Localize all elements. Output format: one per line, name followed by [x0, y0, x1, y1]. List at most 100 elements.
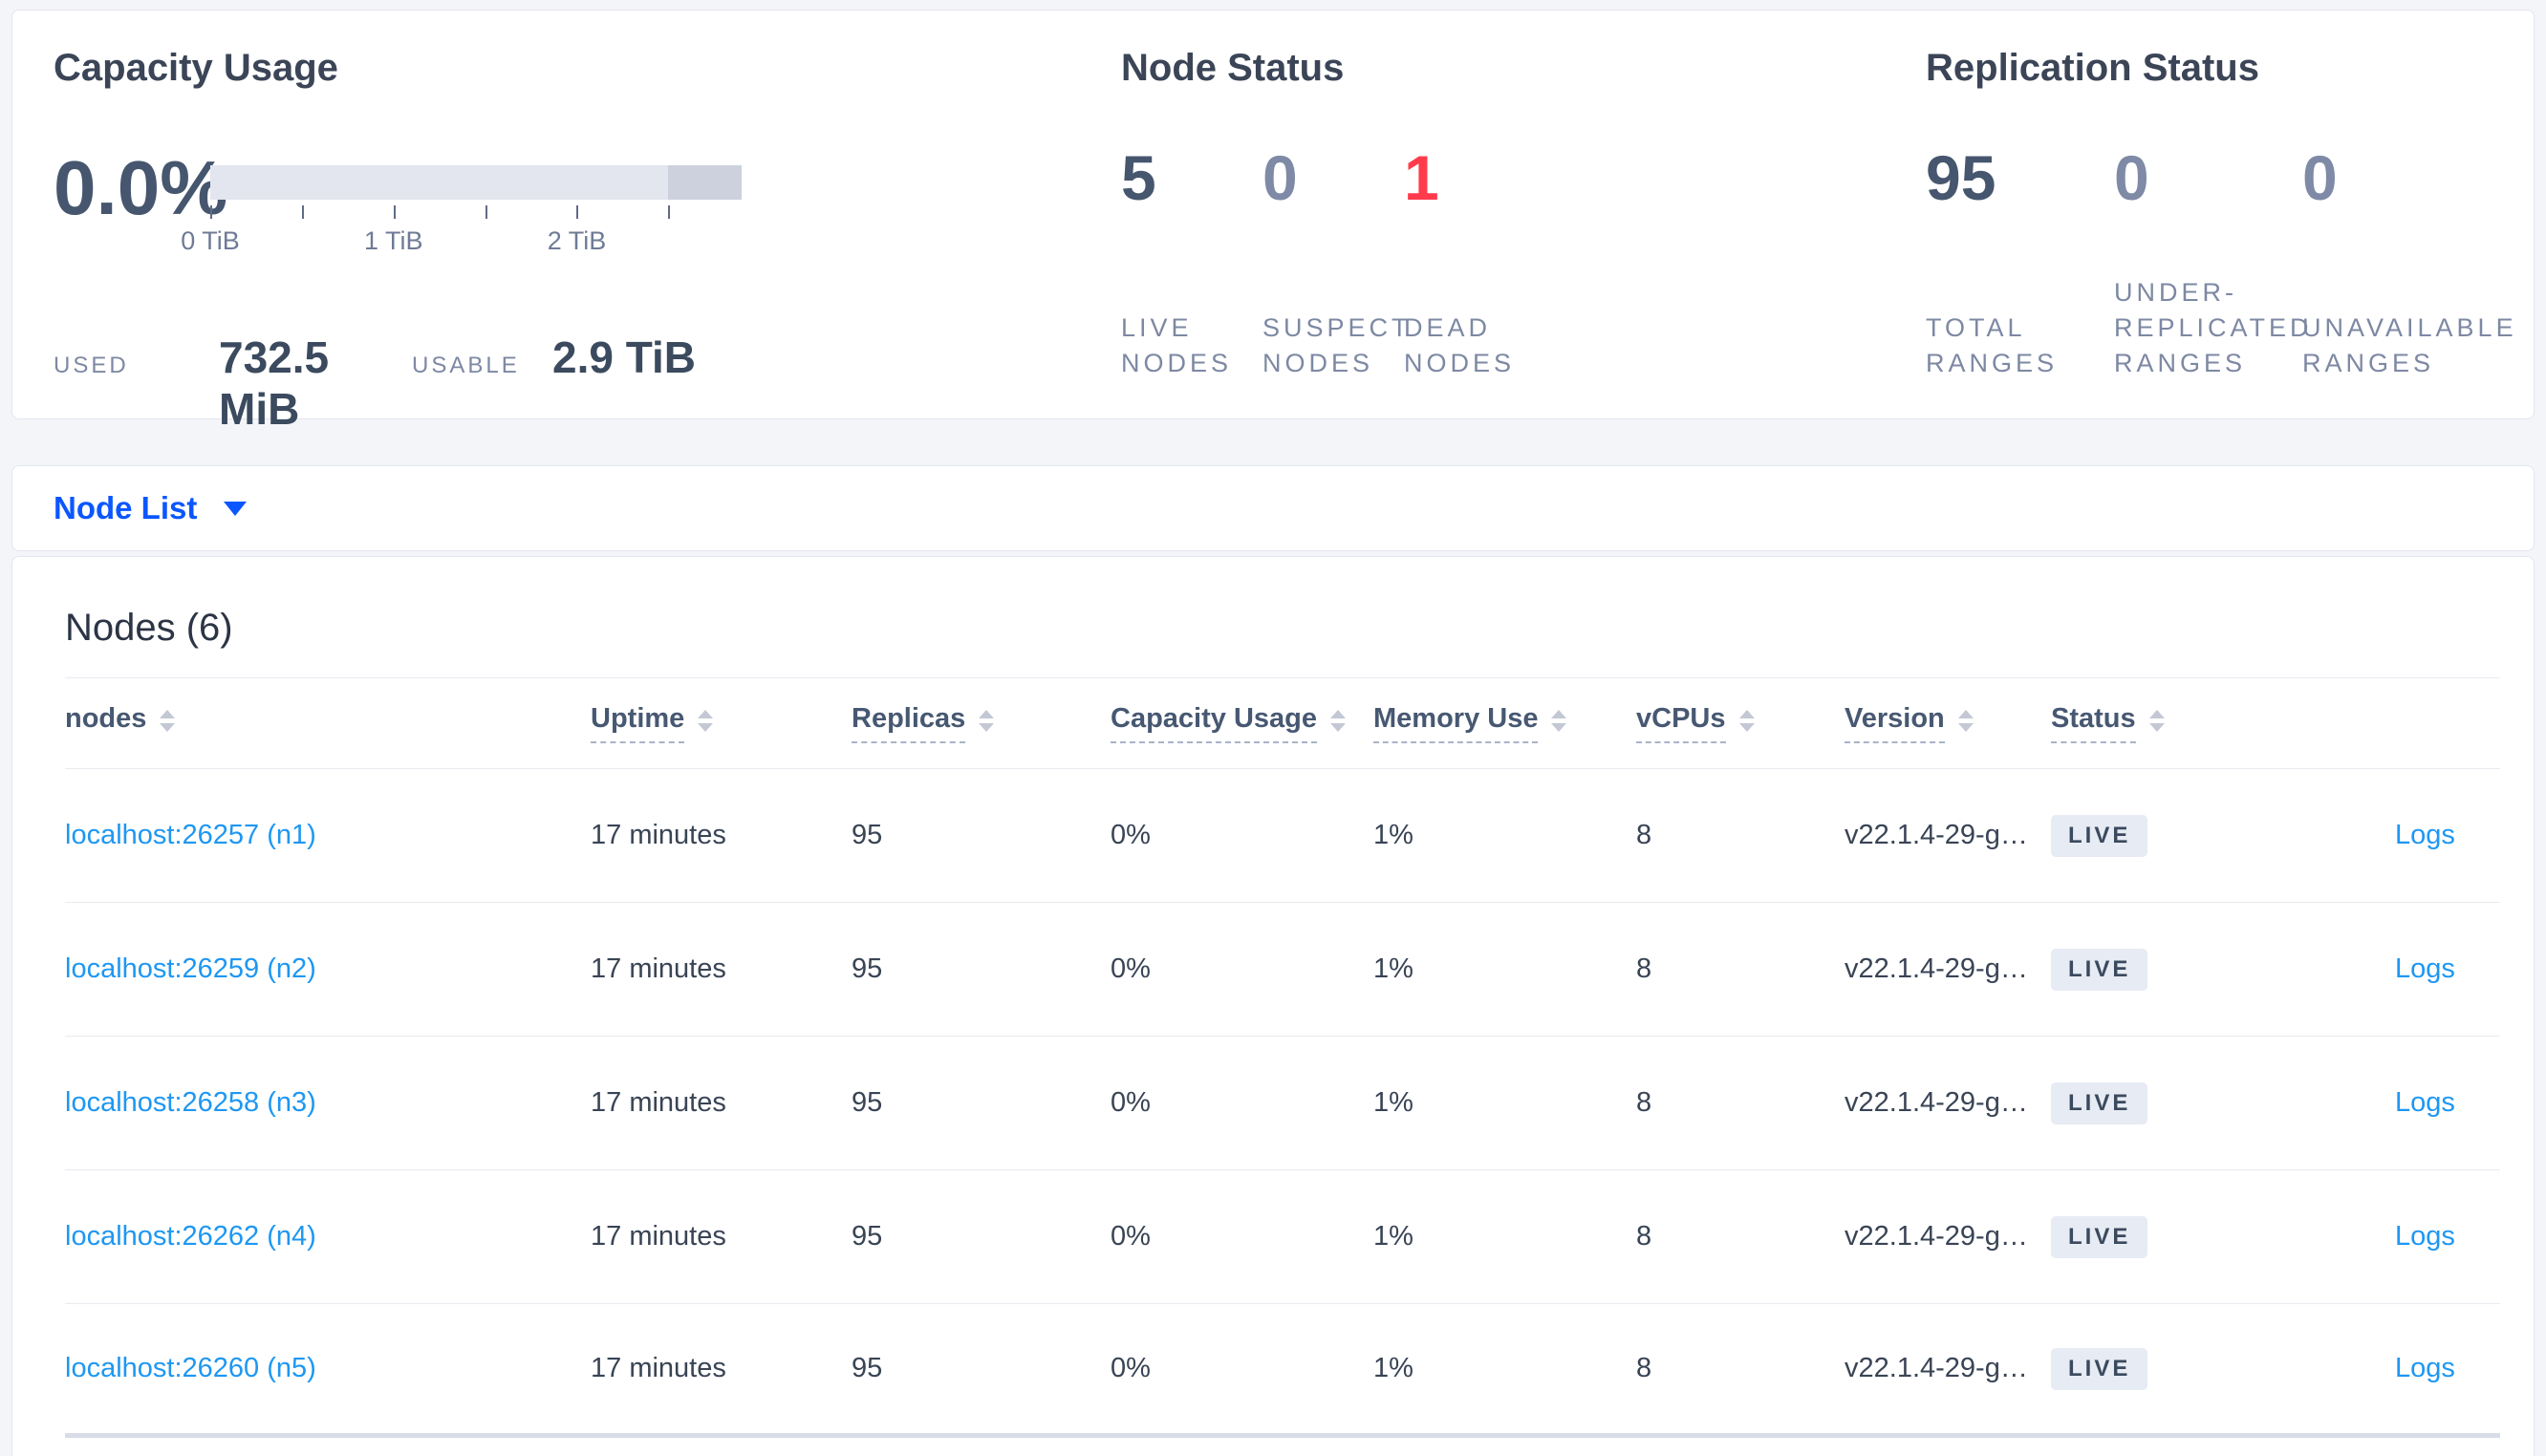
live-nodes-value: 5: [1121, 142, 1156, 213]
tick-label: 0 TiB: [181, 226, 240, 255]
tick-mark: [393, 205, 396, 219]
node-link[interactable]: localhost:26257 (n1): [65, 820, 316, 850]
tick-mark: [485, 205, 487, 219]
under-replicated-ranges-label: UNDER- REPLICATED RANGES: [2114, 278, 2313, 377]
tick-label: 1 TiB: [363, 226, 423, 255]
dead-nodes-value: 1: [1404, 142, 1439, 213]
suspect-nodes-value: 0: [1262, 142, 1298, 213]
sort-icon: [979, 709, 995, 732]
replicas-cell: 95: [852, 1353, 883, 1383]
nodes-card: Nodes (6) nodes Uptime Replicas Capacity…: [11, 556, 2535, 1456]
vcpus-cell: 8: [1636, 1221, 1652, 1252]
chevron-down-icon[interactable]: [224, 501, 248, 516]
node-link[interactable]: localhost:26262 (n4): [65, 1221, 316, 1252]
cluster-summary-card: Capacity Usage 0.0% 0 TiB 1 TiB: [11, 10, 2535, 434]
usable-label: USABLE: [412, 353, 520, 378]
node-link[interactable]: localhost:26260 (n5): [65, 1353, 316, 1383]
capacity-usage-panel: Capacity Usage 0.0% 0 TiB 1 TiB: [54, 45, 799, 435]
replicas-cell: 95: [852, 1087, 883, 1118]
under-replicated-ranges-stat: 0 UNDER- REPLICATED RANGES: [2114, 142, 2313, 381]
column-header-nodes[interactable]: nodes: [65, 703, 591, 743]
replicas-cell: 95: [852, 820, 883, 850]
sort-icon: [1957, 709, 1974, 732]
capacity-bar: 0 TiB 1 TiB 2 TiB: [181, 165, 742, 255]
unavailable-ranges-stat: 0 UNAVAILABLE RANGES: [2302, 142, 2514, 381]
total-ranges-stat: 95 TOTAL RANGES: [1926, 144, 2114, 381]
memory-cell: 1%: [1373, 820, 1413, 850]
capacity-cell: 0%: [1111, 1353, 1151, 1383]
uptime-cell: 17 minutes: [591, 1087, 726, 1118]
tick-mark: [301, 205, 304, 219]
capacity-bar-overflow-segment: [668, 165, 742, 200]
uptime-cell: 17 minutes: [591, 820, 726, 850]
column-header-replicas[interactable]: Replicas: [852, 703, 1111, 743]
capacity-cell: 0%: [1111, 1221, 1151, 1252]
version-cell: v22.1.4-29-g…: [1845, 1087, 2028, 1118]
node-link[interactable]: localhost:26258 (n3): [65, 1087, 316, 1118]
node-link[interactable]: localhost:26259 (n2): [65, 953, 316, 984]
used-value: 732.5 MiB: [219, 332, 330, 434]
sort-icon: [1738, 709, 1755, 732]
version-cell: v22.1.4-29-g…: [1845, 1221, 2028, 1252]
tick-mark: [668, 205, 671, 219]
status-badge: LIVE: [2051, 814, 2148, 857]
node-status-title: Node Status: [1121, 47, 1345, 89]
vcpus-cell: 8: [1636, 953, 1652, 984]
logs-link[interactable]: Logs: [2395, 953, 2455, 984]
tick-mark: [576, 205, 579, 219]
replication-status-panel: Replication Status 95 TOTAL RANGES 0 UND…: [1926, 45, 2514, 381]
column-header-capacity-usage[interactable]: Capacity Usage: [1111, 703, 1373, 743]
column-header-memory-use[interactable]: Memory Use: [1373, 703, 1636, 743]
status-badge: LIVE: [2051, 1081, 2148, 1124]
table-row: localhost:26257 (n1) 17 minutes 95 0% 1%…: [65, 769, 2500, 903]
table-row: localhost:26258 (n3) 17 minutes 95 0% 1%…: [65, 1037, 2500, 1170]
node-status-panel: Node Status 5 LIVE NODES 0 SUSPECT NODES…: [1121, 45, 1545, 381]
logs-link[interactable]: Logs: [2395, 820, 2455, 850]
capacity-gauge: 0.0% 0 TiB 1 TiB 2 TiB: [54, 135, 799, 259]
dead-nodes-label: DEAD NODES: [1404, 313, 1516, 377]
table-row: localhost:26259 (n2) 17 minutes 95 0% 1%…: [65, 903, 2500, 1037]
tick-label: 2 TiB: [547, 226, 607, 255]
sort-icon: [698, 709, 714, 732]
vcpus-cell: 8: [1636, 820, 1652, 850]
sort-icon: [1330, 709, 1346, 732]
uptime-cell: 17 minutes: [591, 953, 726, 984]
logs-link[interactable]: Logs: [2395, 1353, 2455, 1383]
column-header-vcpus[interactable]: vCPUs: [1636, 703, 1845, 743]
replicas-cell: 95: [852, 953, 883, 984]
capacity-bar-track: [210, 165, 742, 200]
table-row: localhost:26262 (n4) 17 minutes 95 0% 1%…: [65, 1170, 2500, 1304]
vcpus-cell: 8: [1636, 1087, 1652, 1118]
replicas-cell: 95: [852, 1221, 883, 1252]
version-cell: v22.1.4-29-g…: [1845, 1353, 2028, 1383]
used-label: USED: [54, 353, 129, 378]
live-nodes-label: LIVE NODES: [1121, 313, 1233, 377]
column-header-status[interactable]: Status: [2051, 703, 2395, 743]
nodes-table: nodes Uptime Replicas Capacity Usage Mem…: [65, 677, 2500, 1438]
uptime-cell: 17 minutes: [591, 1353, 726, 1383]
unavailable-ranges-value: 0: [2302, 142, 2338, 213]
capacity-usage-title: Capacity Usage: [54, 47, 338, 89]
table-row: localhost:26260 (n5) 17 minutes 95 0% 1%…: [65, 1304, 2500, 1438]
dead-nodes-stat: 1 DEAD NODES: [1404, 144, 1545, 381]
memory-cell: 1%: [1373, 1221, 1413, 1252]
nodes-table-header: nodes Uptime Replicas Capacity Usage Mem…: [65, 678, 2500, 769]
logs-link[interactable]: Logs: [2395, 1087, 2455, 1118]
version-cell: v22.1.4-29-g…: [1845, 953, 2028, 984]
total-ranges-label: TOTAL RANGES: [1926, 313, 2059, 377]
capacity-ticks: [210, 205, 742, 219]
suspect-nodes-stat: 0 SUSPECT NODES: [1262, 142, 1408, 381]
column-header-version[interactable]: Version: [1845, 703, 2051, 743]
sort-icon: [160, 709, 176, 732]
logs-link[interactable]: Logs: [2395, 1221, 2455, 1252]
column-header-uptime[interactable]: Uptime: [591, 703, 852, 743]
under-replicated-ranges-value: 0: [2114, 142, 2149, 213]
capacity-cell: 0%: [1111, 820, 1151, 850]
memory-cell: 1%: [1373, 953, 1413, 984]
memory-cell: 1%: [1373, 1087, 1413, 1118]
nodes-heading: Nodes (6): [65, 607, 233, 649]
node-list-dropdown[interactable]: Node List: [54, 490, 198, 525]
usable-value: 2.9 TiB: [552, 332, 696, 382]
capacity-tick-labels: 0 TiB 1 TiB 2 TiB: [181, 226, 742, 255]
live-nodes-stat: 5 LIVE NODES: [1121, 144, 1262, 381]
